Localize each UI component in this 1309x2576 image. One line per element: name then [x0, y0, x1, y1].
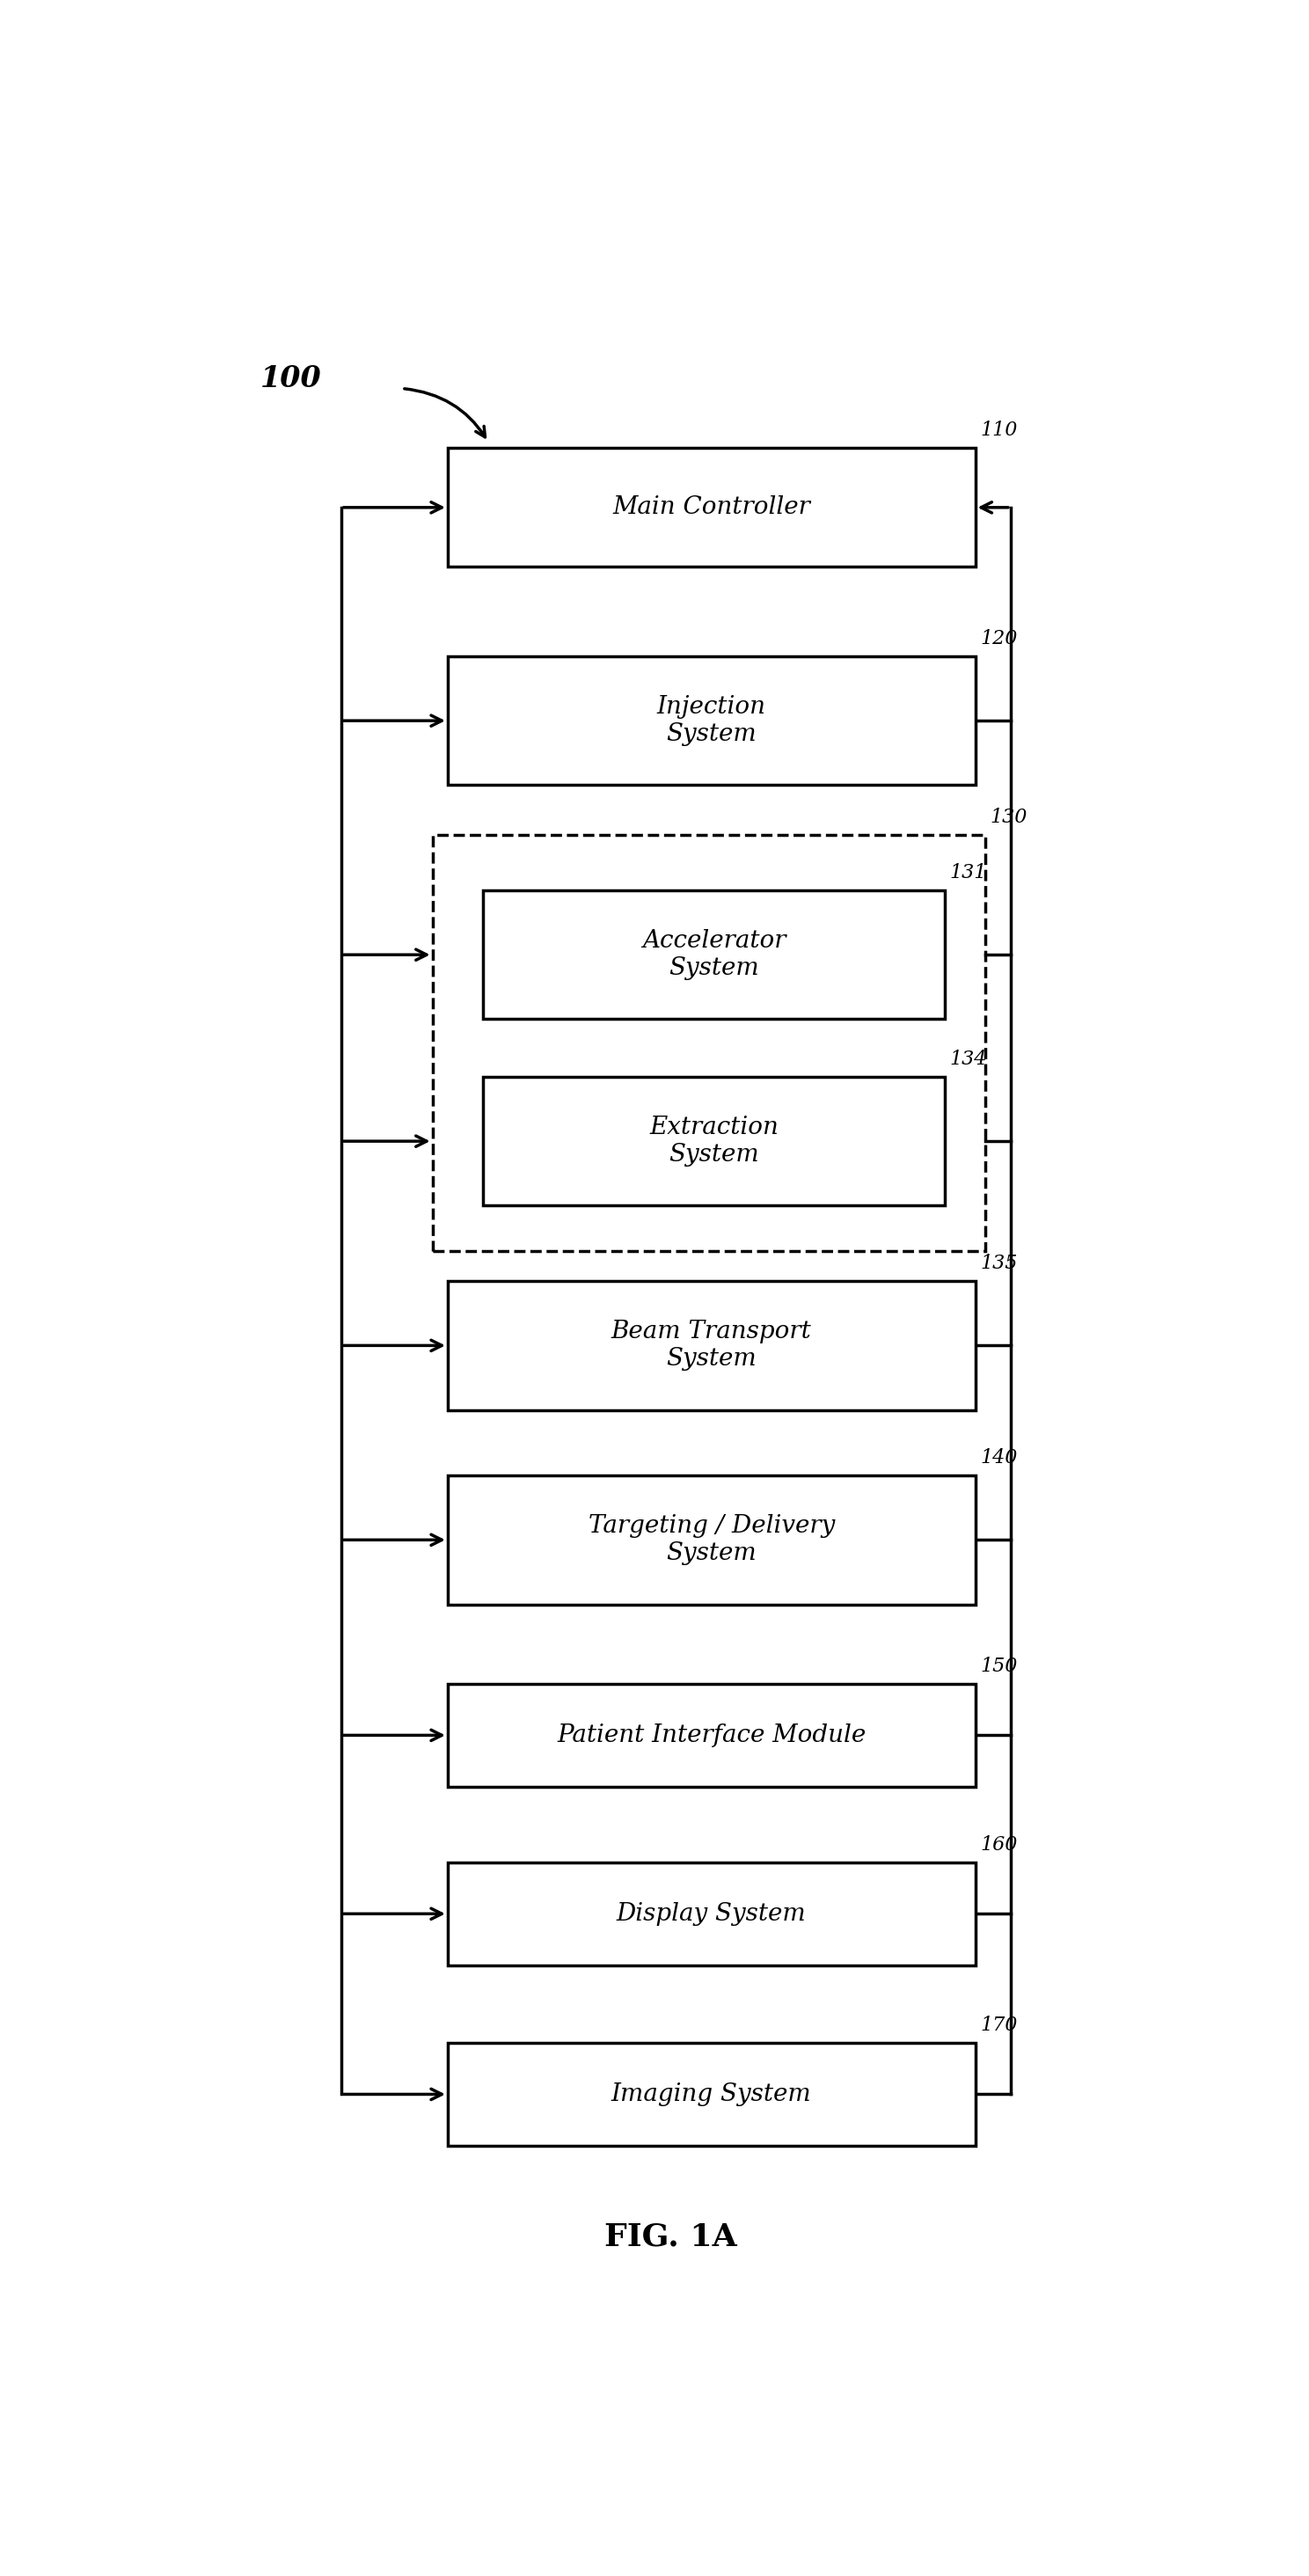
Bar: [448, 1862, 975, 1965]
Text: Injection
System: Injection System: [657, 696, 766, 747]
Text: 140: 140: [980, 1448, 1017, 1468]
Bar: [483, 891, 945, 1020]
Text: 170: 170: [980, 2014, 1017, 2035]
Bar: [448, 2043, 975, 2146]
Text: Targeting / Delivery
System: Targeting / Delivery System: [588, 1515, 835, 1566]
Text: Patient Interface Module: Patient Interface Module: [556, 1723, 867, 1747]
Text: 131: 131: [950, 863, 987, 884]
Bar: [483, 1077, 945, 1206]
Text: 110: 110: [980, 420, 1017, 440]
Bar: [448, 448, 975, 567]
Text: Main Controller: Main Controller: [613, 495, 810, 520]
Text: Accelerator
System: Accelerator System: [641, 930, 785, 981]
Text: 134: 134: [950, 1048, 987, 1069]
Text: Beam Transport
System: Beam Transport System: [611, 1319, 812, 1370]
Bar: [448, 1476, 975, 1605]
Text: 135: 135: [980, 1255, 1017, 1273]
Text: Imaging System: Imaging System: [611, 2081, 812, 2107]
Text: 100: 100: [260, 363, 322, 394]
Bar: [432, 835, 986, 1252]
Text: Extraction
System: Extraction System: [649, 1115, 779, 1167]
Text: 120: 120: [980, 629, 1017, 649]
Text: Display System: Display System: [617, 1901, 806, 1927]
Text: 130: 130: [991, 806, 1028, 827]
Bar: [448, 657, 975, 786]
Bar: [448, 1280, 975, 1409]
Bar: [448, 1685, 975, 1788]
Text: 150: 150: [980, 1656, 1017, 1677]
Text: FIG. 1A: FIG. 1A: [605, 2223, 737, 2251]
Text: 160: 160: [980, 1834, 1017, 1855]
